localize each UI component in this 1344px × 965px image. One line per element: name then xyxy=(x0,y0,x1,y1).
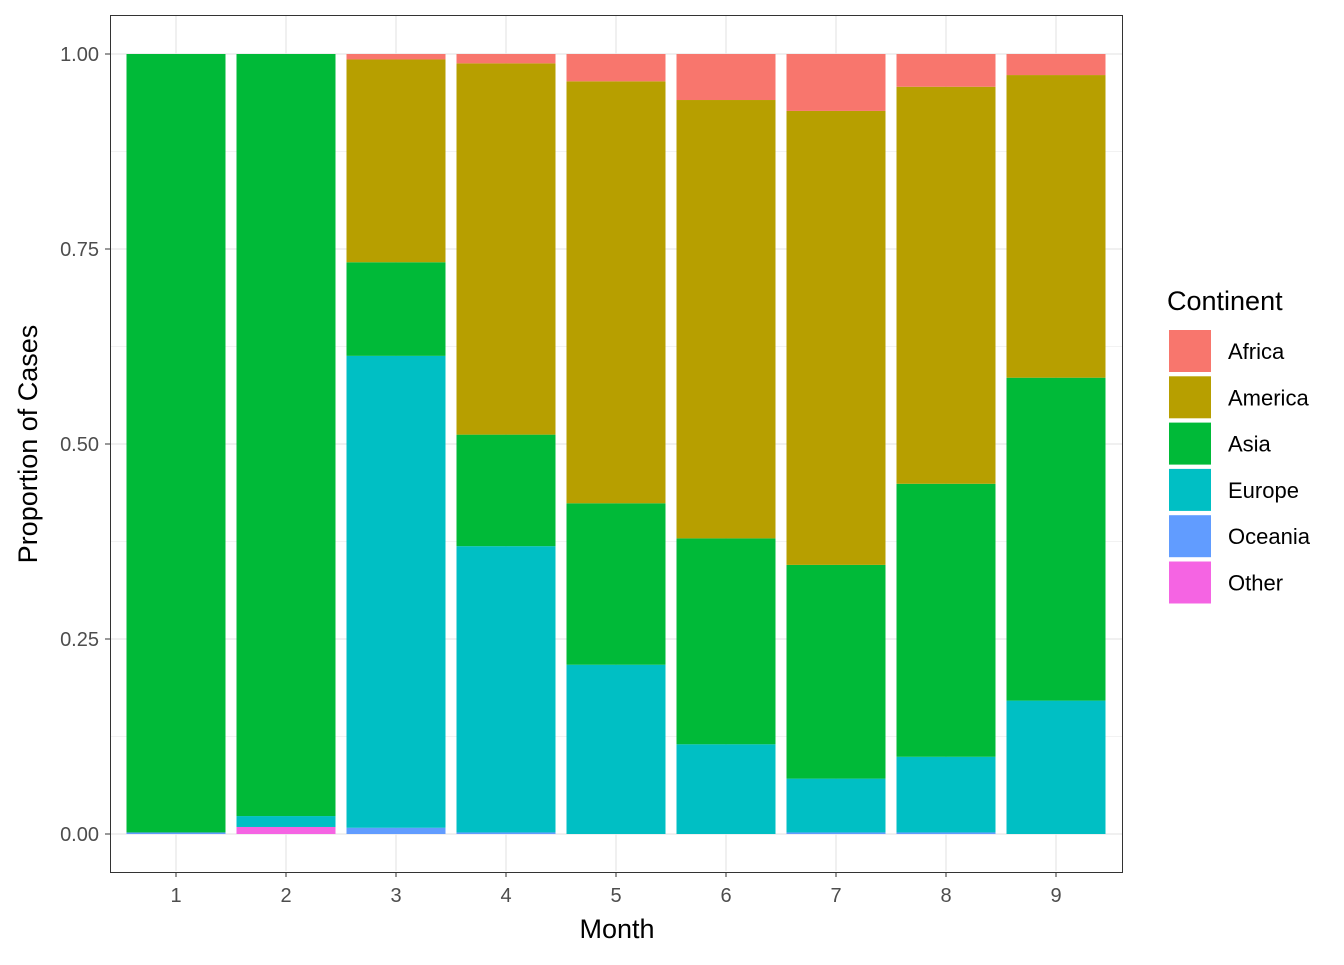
bar-segment-asia xyxy=(126,54,226,833)
bar-segment-africa xyxy=(896,54,996,87)
bar-segment-europe xyxy=(346,355,446,828)
bar-segment-asia xyxy=(236,54,336,817)
bar-segment-asia xyxy=(566,503,666,665)
bar-segment-europe xyxy=(676,744,776,834)
bar-segment-asia xyxy=(786,564,886,779)
legend-label: Oceania xyxy=(1228,524,1311,549)
legend-swatch-america xyxy=(1169,376,1211,419)
legend: Continent Africa America Asia Europe Oceania… xyxy=(1167,286,1311,604)
bar-segment-america xyxy=(456,63,556,435)
bar-segment-oceania xyxy=(786,832,886,834)
x-tick-label: 1 xyxy=(170,885,181,907)
legend-swatch-asia xyxy=(1169,422,1211,465)
bar-segment-america xyxy=(1006,75,1106,378)
bar-segment-america xyxy=(786,110,886,565)
bar-segment-africa xyxy=(346,54,446,60)
legend-label: Asia xyxy=(1228,432,1272,457)
x-tick-label: 8 xyxy=(940,885,951,907)
y-tick-label: 0.75 xyxy=(60,239,99,261)
bar-segment-africa xyxy=(1006,54,1106,76)
bar-segment-america xyxy=(676,100,776,539)
legend-title: Continent xyxy=(1167,286,1283,316)
x-axis-label: Month xyxy=(579,914,654,944)
legend-label: America xyxy=(1228,385,1309,410)
bar-segment-europe xyxy=(1006,700,1106,834)
bar-segment-europe xyxy=(236,816,336,827)
bar-segment-oceania xyxy=(896,832,996,834)
x-tick-label: 2 xyxy=(280,885,291,907)
bar-segment-europe xyxy=(456,546,556,833)
x-tick-label: 9 xyxy=(1050,885,1061,907)
bar-segment-oceania xyxy=(346,827,446,834)
bar-segment-europe xyxy=(896,756,996,833)
bar-segment-asia xyxy=(1006,377,1106,701)
bar-segment-europe xyxy=(566,664,666,834)
x-tick-label: 3 xyxy=(390,885,401,907)
legend-label: Africa xyxy=(1228,339,1285,364)
bar-segment-europe xyxy=(786,778,886,833)
bar-segment-other xyxy=(236,826,336,834)
x-tick-label: 6 xyxy=(720,885,731,907)
bar-segment-africa xyxy=(676,54,776,101)
legend-swatch-oceania xyxy=(1169,515,1211,558)
bar-segment-america xyxy=(346,59,446,263)
legend-label: Other xyxy=(1228,571,1283,596)
bar-segment-america xyxy=(896,86,996,484)
bar-segment-africa xyxy=(456,54,556,64)
bar-segment-oceania xyxy=(126,832,226,834)
bar-segment-america xyxy=(566,81,666,504)
y-tick-label: 0.50 xyxy=(60,434,99,456)
bar-segment-africa xyxy=(566,54,666,82)
bar-segment-oceania xyxy=(456,832,556,834)
legend-label: Europe xyxy=(1228,478,1299,503)
bar-segment-asia xyxy=(676,538,776,745)
legend-swatch-africa xyxy=(1169,330,1211,372)
bar-segment-asia xyxy=(456,434,556,547)
y-tick-label: 0.25 xyxy=(60,629,99,651)
x-tick-label: 5 xyxy=(610,885,621,907)
legend-swatch-other xyxy=(1169,561,1211,604)
y-tick-label: 1.00 xyxy=(60,44,99,66)
bar-segment-africa xyxy=(786,54,886,111)
bar-segment-asia xyxy=(896,483,996,757)
y-tick-label: 0.00 xyxy=(60,824,99,846)
x-tick-label: 4 xyxy=(500,885,511,907)
legend-swatch-europe xyxy=(1169,468,1211,511)
y-axis-label: Proportion of Cases xyxy=(13,325,43,564)
bar-segment-asia xyxy=(346,262,446,356)
x-tick-label: 7 xyxy=(830,885,841,907)
